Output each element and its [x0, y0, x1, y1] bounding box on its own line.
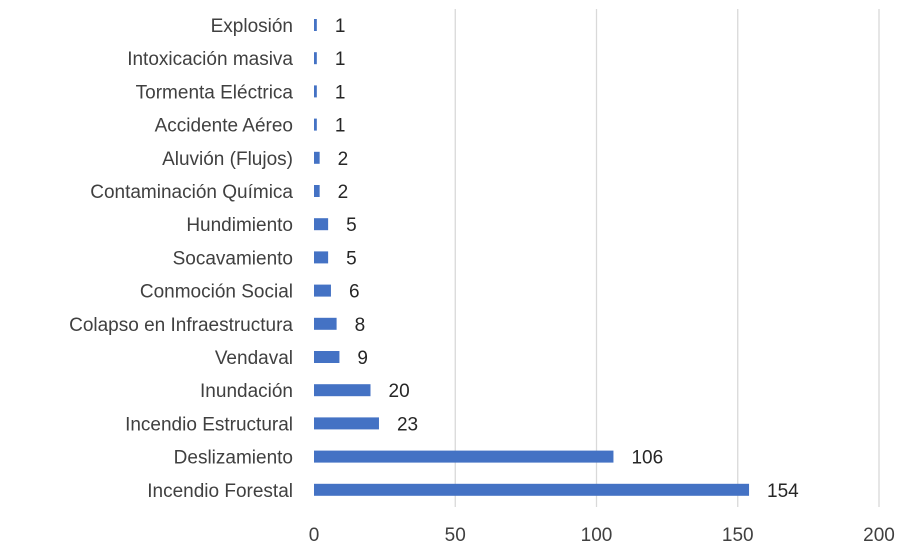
bar	[314, 85, 317, 98]
data-label: 6	[349, 282, 360, 303]
category-label: Intoxicación masiva	[127, 49, 293, 70]
bar	[314, 284, 331, 297]
data-label: 5	[346, 248, 357, 269]
bar	[314, 218, 329, 231]
category-label: Incendio Forestal	[147, 481, 293, 502]
category-label: Tormenta Eléctrica	[136, 82, 294, 103]
category-labels: Explosión Intoxicación masiva Tormenta Elé…	[69, 16, 293, 502]
data-label: 1	[335, 16, 346, 37]
category-label: Socavamiento	[173, 248, 293, 269]
category-label: Hundimiento	[186, 215, 293, 236]
x-axis-tick-labels: 0 50 100 150 200	[309, 525, 895, 545]
data-label: 2	[338, 182, 349, 203]
data-label: 1	[335, 116, 346, 137]
category-label: Inundación	[200, 381, 293, 402]
bars	[314, 19, 750, 496]
bar	[314, 151, 320, 164]
gridlines	[454, 9, 880, 507]
category-label: Accidente Aéreo	[155, 116, 293, 137]
x-tick-label: 50	[445, 525, 466, 545]
bar	[314, 417, 379, 430]
bar	[314, 185, 320, 197]
data-label: 2	[338, 149, 349, 170]
bar	[314, 19, 317, 31]
data-labels: 1 1 1 1 2 2 5 5 6 8 9 20 23 106 154	[335, 16, 799, 502]
category-label: Aluvión (Flujos)	[162, 149, 293, 170]
bar	[314, 483, 750, 496]
category-label: Colapso en Infraestructura	[69, 315, 293, 336]
bar	[314, 450, 614, 463]
data-label: 106	[631, 448, 663, 469]
data-label: 23	[397, 414, 418, 435]
category-label: Vendaval	[215, 348, 293, 369]
data-label: 154	[767, 481, 799, 502]
bar	[314, 118, 317, 131]
data-label: 1	[335, 82, 346, 103]
category-label: Explosión	[211, 16, 293, 37]
x-tick-label: 100	[581, 525, 613, 545]
data-label: 1	[335, 49, 346, 70]
data-label: 5	[346, 215, 357, 236]
bar	[314, 251, 329, 264]
bar	[314, 384, 371, 397]
data-label: 20	[389, 381, 410, 402]
category-label: Contaminación Química	[90, 182, 293, 203]
category-label: Conmoción Social	[140, 282, 293, 303]
x-tick-label: 200	[863, 525, 895, 545]
category-label: Incendio Estructural	[125, 414, 293, 435]
bar	[314, 351, 340, 363]
data-label: 9	[357, 348, 368, 369]
x-tick-label: 150	[722, 525, 754, 545]
x-tick-label: 0	[309, 525, 320, 545]
bar	[314, 317, 337, 330]
category-label: Deslizamiento	[174, 448, 293, 469]
data-label: 8	[355, 315, 366, 336]
bar	[314, 52, 317, 65]
